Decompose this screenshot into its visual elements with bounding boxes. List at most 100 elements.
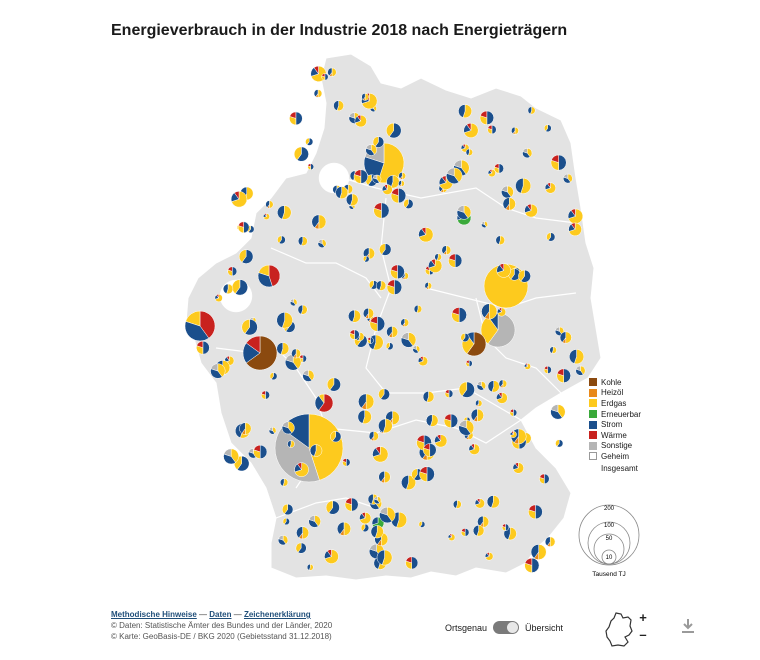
district-pie[interactable] [230,191,248,208]
district-pie[interactable] [361,93,369,101]
district-pie[interactable] [261,390,270,400]
download-icon[interactable] [681,618,695,634]
district-pie[interactable] [282,503,294,516]
district-pie[interactable] [546,232,556,242]
district-pie[interactable] [530,544,547,560]
district-pie[interactable] [487,169,496,178]
district-pie[interactable] [550,404,566,420]
district-pie[interactable] [345,193,359,206]
district-pie[interactable] [549,346,557,354]
district-pie[interactable] [543,365,552,374]
district-pie[interactable] [424,282,432,290]
district-pie[interactable] [360,523,370,532]
district-pie[interactable] [376,549,393,566]
district-pie[interactable] [231,279,248,296]
district-pie[interactable] [419,466,435,482]
district-pie[interactable] [295,542,307,554]
district-pie[interactable] [317,239,327,248]
district-pie[interactable] [307,163,314,171]
district-pie[interactable] [465,359,473,367]
district-pie[interactable] [486,495,500,509]
district-pie[interactable] [276,312,293,329]
district-pie[interactable] [556,368,571,383]
district-pie[interactable] [253,444,268,459]
district-pie[interactable] [379,506,396,524]
germany-map[interactable] [176,48,616,598]
district-pie[interactable] [398,180,405,187]
district-pie[interactable] [354,114,367,128]
district-pie[interactable] [468,443,480,455]
district-pie[interactable] [563,173,573,184]
district-pie[interactable] [305,137,314,146]
district-pie[interactable] [325,500,340,515]
district-pie[interactable] [511,126,519,135]
district-pie[interactable] [458,104,472,119]
district-pie[interactable] [412,345,421,354]
district-pie[interactable] [378,470,391,484]
district-pie[interactable] [446,167,463,184]
district-pie[interactable] [369,316,385,332]
district-pie[interactable] [368,431,379,442]
district-pie[interactable] [400,332,417,348]
district-pie[interactable] [418,521,426,528]
district-pie[interactable] [257,264,281,288]
district-pie[interactable] [458,419,475,436]
district-pie[interactable] [313,89,323,98]
district-pie[interactable] [382,184,393,195]
district-pie[interactable] [418,227,434,243]
germany-minimap-icon[interactable] [604,612,634,648]
district-pie[interactable] [527,106,536,115]
district-pie[interactable] [363,307,374,319]
district-pie[interactable] [479,110,494,125]
district-pie[interactable] [390,264,405,280]
district-pie[interactable] [265,200,274,209]
district-pie[interactable] [348,309,361,323]
district-pie[interactable] [327,67,337,77]
district-pie[interactable] [386,279,402,295]
district-pie[interactable] [214,294,223,303]
district-pie[interactable] [456,205,472,220]
link-methodische-hinweise[interactable]: Methodische Hinweise [111,610,197,619]
district-pie[interactable] [405,556,419,570]
district-pie[interactable] [458,381,475,398]
district-pie[interactable] [385,342,394,350]
district-pie[interactable] [276,342,290,355]
district-pie[interactable] [425,414,439,427]
district-pie[interactable] [330,431,342,443]
district-pie[interactable] [281,421,295,435]
district-pie[interactable] [289,298,298,307]
district-pie[interactable] [568,222,582,237]
district-pie[interactable] [321,73,329,81]
district-pie[interactable] [353,169,369,184]
district-pie[interactable] [336,521,352,536]
district-pie[interactable] [277,235,286,245]
district-pie[interactable] [476,381,486,391]
district-pie[interactable] [227,266,238,277]
district-pie[interactable] [524,557,540,573]
district-pie[interactable] [223,448,239,465]
district-pie[interactable] [487,380,500,393]
district-pie[interactable] [481,221,488,228]
district-pie[interactable] [543,124,552,132]
district-pie[interactable] [400,318,409,327]
district-pie[interactable] [379,243,392,256]
sonstige-dominant-pie[interactable] [480,312,516,348]
district-pie[interactable] [423,443,437,457]
district-pie[interactable] [481,303,498,320]
district-pie[interactable] [362,255,370,263]
district-pie[interactable] [365,144,377,156]
district-pie[interactable] [287,440,295,448]
district-pie[interactable] [279,478,289,487]
district-pie[interactable] [422,391,435,403]
district-pie[interactable] [333,100,344,112]
district-pie[interactable] [484,552,494,561]
district-pie[interactable] [470,408,484,422]
district-pie[interactable] [282,517,290,526]
district-pie[interactable] [349,329,360,340]
district-pie[interactable] [278,535,289,546]
district-pie[interactable] [460,528,470,537]
district-pie[interactable] [509,431,517,438]
zoom-out-button[interactable]: – [639,627,647,642]
district-pie[interactable] [344,497,359,512]
district-pie[interactable] [291,348,301,359]
